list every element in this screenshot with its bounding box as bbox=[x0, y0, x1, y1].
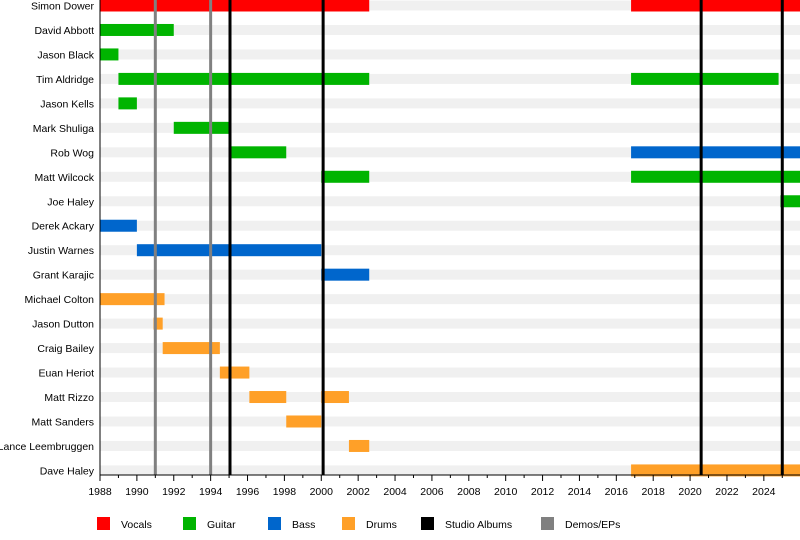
row-stripe bbox=[100, 367, 800, 378]
member-bar-guitar bbox=[118, 97, 137, 110]
row-stripe bbox=[100, 465, 800, 476]
member-name: Matt Wilcock bbox=[34, 172, 94, 184]
member-bar-guitar bbox=[229, 146, 287, 159]
x-tick-label: 1988 bbox=[88, 486, 112, 498]
member-bar-drums bbox=[348, 439, 370, 452]
member-name: Justin Warnes bbox=[28, 245, 94, 257]
member-bar-vocals bbox=[631, 0, 800, 12]
member-name: Euan Heriot bbox=[39, 368, 95, 380]
row-stripe bbox=[100, 245, 800, 256]
legend-swatch bbox=[342, 517, 355, 530]
x-tick-label: 2006 bbox=[420, 486, 444, 498]
row-stripe bbox=[100, 392, 800, 403]
x-tick-label: 2012 bbox=[531, 486, 555, 498]
row-stripe bbox=[100, 294, 800, 305]
member-name: Michael Colton bbox=[25, 294, 95, 306]
member-name: Simon Dower bbox=[31, 1, 95, 13]
x-tick-label: 2008 bbox=[457, 486, 481, 498]
legend-swatch bbox=[541, 517, 554, 530]
member-bar-guitar bbox=[321, 170, 370, 183]
row-stripe bbox=[100, 269, 800, 280]
x-tick-label: 2016 bbox=[605, 486, 629, 498]
row-stripe bbox=[100, 49, 800, 60]
row-stripe bbox=[100, 147, 800, 158]
x-tick-label: 1998 bbox=[273, 486, 297, 498]
member-bar-drums bbox=[631, 464, 800, 477]
x-tick-label: 1996 bbox=[236, 486, 260, 498]
member-bar-drums bbox=[100, 293, 165, 306]
legend-label: Demos/EPs bbox=[565, 519, 620, 531]
row-stripe bbox=[100, 220, 800, 231]
member-bar-bass bbox=[100, 219, 137, 232]
member-bar-guitar bbox=[631, 72, 779, 85]
x-tick-label: 2000 bbox=[310, 486, 334, 498]
x-tick-label: 2004 bbox=[383, 486, 407, 498]
member-bar-guitar bbox=[100, 48, 119, 61]
member-name: Matt Rizzo bbox=[44, 392, 94, 404]
row-stripe bbox=[100, 318, 800, 329]
x-tick-label: 1992 bbox=[162, 486, 186, 498]
x-tick-label: 2020 bbox=[678, 486, 702, 498]
row-stripe bbox=[100, 196, 800, 207]
member-bar-guitar bbox=[118, 72, 370, 85]
legend-label: Studio Albums bbox=[445, 519, 512, 531]
row-stripe bbox=[100, 0, 800, 11]
legend-label: Bass bbox=[292, 519, 315, 531]
x-tick-label: 2002 bbox=[346, 486, 370, 498]
member-bar-guitar bbox=[780, 195, 800, 208]
x-tick-label: 2022 bbox=[715, 486, 739, 498]
row-stripe bbox=[100, 122, 800, 133]
x-tick-label: 2018 bbox=[642, 486, 666, 498]
member-name: Jason Black bbox=[37, 49, 94, 61]
row-stripe bbox=[100, 171, 800, 182]
x-tick-label: 2014 bbox=[568, 486, 592, 498]
member-name: Mark Shuliga bbox=[33, 123, 94, 135]
row-stripe bbox=[100, 343, 800, 354]
member-bar-bass bbox=[631, 146, 800, 159]
row-stripe bbox=[100, 416, 800, 427]
member-name: Matt Sanders bbox=[32, 416, 94, 428]
member-name: Craig Bailey bbox=[37, 343, 94, 355]
legend-swatch bbox=[97, 517, 110, 530]
legend-label: Vocals bbox=[121, 519, 152, 531]
member-bar-drums bbox=[321, 391, 349, 404]
member-bar-drums bbox=[219, 366, 250, 379]
legend-swatch bbox=[421, 517, 434, 530]
x-tick-label: 2024 bbox=[752, 486, 776, 498]
member-bar-drums bbox=[249, 391, 287, 404]
member-name: Derek Ackary bbox=[32, 221, 95, 233]
member-bar-drums bbox=[153, 317, 163, 330]
member-name: Rob Wog bbox=[50, 147, 94, 159]
member-name: Tim Aldridge bbox=[36, 74, 94, 86]
member-name: Dave Haley bbox=[40, 465, 95, 477]
row-stripe bbox=[100, 73, 800, 84]
member-bar-bass bbox=[321, 268, 370, 281]
member-bar-drums bbox=[286, 415, 322, 428]
x-tick-label: 2010 bbox=[494, 486, 518, 498]
x-tick-label: 1994 bbox=[199, 486, 223, 498]
legend-label: Drums bbox=[366, 519, 397, 531]
row-stripe bbox=[100, 24, 800, 35]
member-name: Lance Leembruggen bbox=[0, 441, 94, 453]
legend-swatch bbox=[268, 517, 281, 530]
member-name: David Abbott bbox=[34, 25, 94, 37]
row-stripe bbox=[100, 440, 800, 451]
member-bar-guitar bbox=[631, 170, 800, 183]
member-name: Jason Dutton bbox=[32, 319, 94, 331]
row-stripe bbox=[100, 98, 800, 109]
member-bar-vocals bbox=[100, 0, 370, 12]
legend-swatch bbox=[183, 517, 196, 530]
member-bar-guitar bbox=[173, 121, 230, 134]
x-tick-label: 1990 bbox=[125, 486, 149, 498]
legend-label: Guitar bbox=[207, 519, 236, 531]
member-bar-drums bbox=[162, 342, 220, 355]
member-name: Jason Kells bbox=[40, 98, 94, 110]
member-name: Grant Karajic bbox=[33, 270, 94, 282]
member-name: Joe Haley bbox=[47, 196, 94, 208]
member-bar-guitar bbox=[100, 23, 174, 36]
